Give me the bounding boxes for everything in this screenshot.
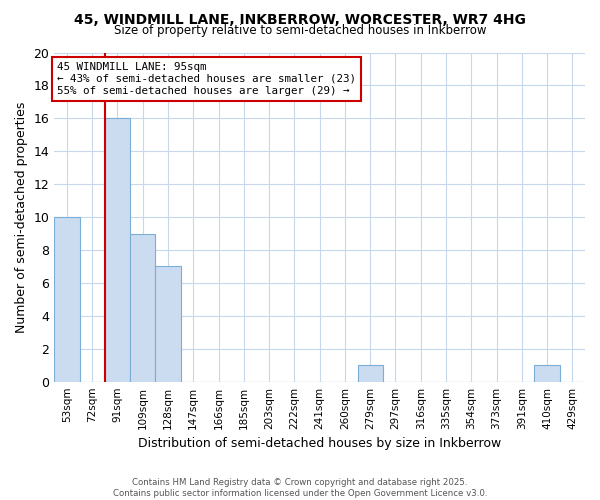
Bar — [155, 266, 181, 382]
Y-axis label: Number of semi-detached properties: Number of semi-detached properties — [15, 102, 28, 333]
Bar — [54, 217, 80, 382]
X-axis label: Distribution of semi-detached houses by size in Inkberrow: Distribution of semi-detached houses by … — [138, 437, 501, 450]
Text: 45 WINDMILL LANE: 95sqm
← 43% of semi-detached houses are smaller (23)
55% of se: 45 WINDMILL LANE: 95sqm ← 43% of semi-de… — [57, 62, 356, 96]
Bar — [130, 234, 155, 382]
Bar — [105, 118, 130, 382]
Text: Contains HM Land Registry data © Crown copyright and database right 2025.
Contai: Contains HM Land Registry data © Crown c… — [113, 478, 487, 498]
Bar — [535, 365, 560, 382]
Text: 45, WINDMILL LANE, INKBERROW, WORCESTER, WR7 4HG: 45, WINDMILL LANE, INKBERROW, WORCESTER,… — [74, 12, 526, 26]
Bar — [358, 365, 383, 382]
Text: Size of property relative to semi-detached houses in Inkberrow: Size of property relative to semi-detach… — [114, 24, 486, 37]
